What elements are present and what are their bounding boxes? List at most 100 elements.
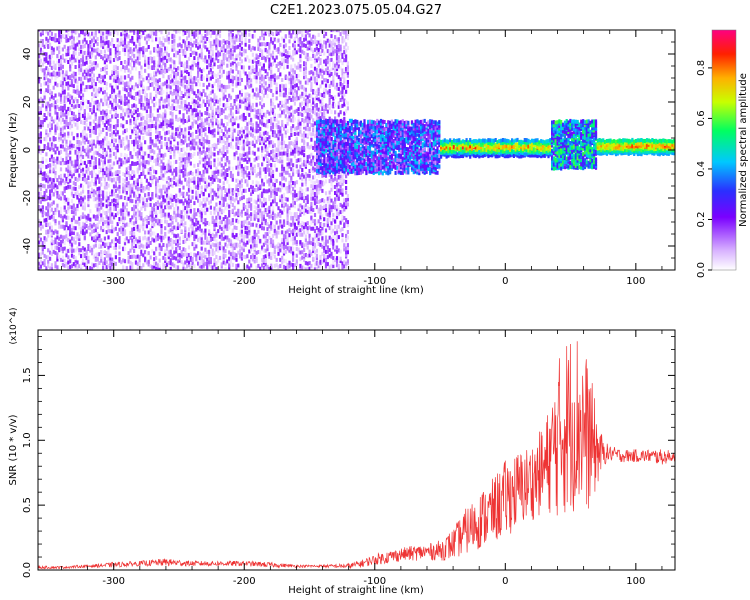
heatmap-cell (233, 246, 236, 250)
heatmap-cell (171, 91, 174, 96)
heatmap-cell (226, 149, 229, 154)
heatmap-cell (239, 115, 242, 120)
heatmap-cell (248, 171, 251, 176)
heatmap-cell (107, 140, 110, 145)
heatmap-cell (266, 157, 269, 162)
heatmap-cell (257, 88, 260, 93)
heatmap-cell (116, 198, 119, 203)
heatmap-cell (231, 196, 234, 201)
heatmap-cell (235, 34, 238, 39)
heatmap-cell (213, 206, 216, 211)
heatmap-cell (120, 95, 123, 100)
heatmap-cell (109, 31, 112, 36)
heatmap-cell (38, 76, 41, 81)
heatmap-cell (182, 80, 185, 85)
heatmap-cell (65, 197, 68, 202)
heatmap-cell (264, 169, 267, 174)
heatmap-cell (180, 221, 183, 226)
heatmap-cell (202, 157, 205, 162)
heatmap-cell (226, 259, 229, 264)
heatmap-cell (131, 35, 134, 40)
heatmap-cell (70, 245, 74, 250)
heatmap-cell (142, 159, 145, 164)
heatmap-cell (83, 173, 86, 178)
heatmap-cell (114, 64, 117, 69)
heatmap-cell (94, 30, 97, 35)
heatmap-cell (242, 69, 245, 74)
heatmap-cell (222, 253, 225, 258)
heatmap-cell (275, 90, 278, 95)
heatmap-cell (224, 85, 227, 90)
heatmap-cell (78, 221, 81, 226)
heatmap-cell (144, 36, 147, 41)
heatmap-cell (142, 253, 145, 258)
heatmap-cell (116, 93, 119, 98)
heatmap-cell (151, 139, 154, 144)
heatmap-cell (76, 133, 79, 138)
heatmap-cell (244, 255, 247, 260)
heatmap-cell (100, 182, 103, 187)
heatmap-cell (253, 232, 256, 237)
heatmap-cell (122, 212, 125, 217)
heatmap-cell (277, 75, 280, 80)
heatmap-cell (67, 81, 70, 86)
heatmap-cell (226, 237, 229, 242)
heatmap-cell (182, 239, 185, 244)
heatmap-cell (266, 207, 269, 212)
heatmap-cell (193, 61, 196, 66)
heatmap-cell (171, 44, 174, 49)
heatmap-cell (259, 119, 262, 124)
heatmap-cell (228, 30, 231, 32)
heatmap-cell (156, 68, 159, 73)
heatmap-cell (213, 133, 216, 138)
heatmap-cell (195, 39, 198, 43)
heatmap-cell (184, 260, 187, 265)
heatmap-cell (184, 127, 187, 132)
heatmap-cell (102, 115, 105, 120)
heatmap-cell (112, 107, 116, 112)
heatmap-cell (118, 251, 121, 256)
heatmap-cell (123, 223, 127, 228)
heatmap-cell (186, 234, 189, 239)
heatmap-cell (142, 227, 145, 232)
heatmap-cell (171, 33, 174, 38)
heatmap-cell (144, 235, 147, 240)
heatmap-cell (202, 128, 205, 133)
heatmap-cell (52, 47, 55, 52)
heatmap-cell (41, 119, 44, 124)
heatmap-cell (114, 181, 117, 186)
heatmap-cell (213, 62, 216, 67)
heatmap-cell (169, 57, 172, 62)
heatmap-cell (74, 169, 77, 173)
heatmap-cell (255, 64, 258, 69)
heatmap-cell (184, 248, 187, 253)
heatmap-cell (268, 252, 271, 257)
heatmap-cell (125, 135, 128, 140)
heatmap-cell (92, 255, 95, 260)
heatmap-cell (131, 140, 134, 145)
heatmap-cell (244, 116, 247, 120)
heatmap-cell (129, 126, 132, 131)
heatmap-cell (208, 129, 211, 134)
heatmap-cell (52, 143, 55, 148)
heatmap-cell (69, 121, 72, 126)
heatmap-cell (144, 186, 147, 191)
heatmap-cell (253, 164, 256, 169)
heatmap-cell (193, 34, 196, 39)
heatmap-cell (105, 260, 108, 265)
heatmap-cell (47, 101, 50, 106)
heatmap-cell (96, 203, 99, 208)
heatmap-cell (215, 208, 218, 213)
heatmap-cell (271, 61, 275, 66)
heatmap-cell (175, 117, 178, 122)
heatmap-cell (76, 80, 79, 85)
heatmap-cell (54, 164, 57, 169)
heatmap-cell (158, 243, 161, 248)
heatmap-cell (80, 49, 83, 54)
heatmap-cell (211, 252, 214, 257)
heatmap-cell (178, 30, 181, 34)
heatmap-cell (182, 185, 185, 190)
heatmap-cell (251, 171, 254, 176)
heatmap-cell (129, 255, 132, 259)
heatmap-cell (176, 117, 180, 122)
